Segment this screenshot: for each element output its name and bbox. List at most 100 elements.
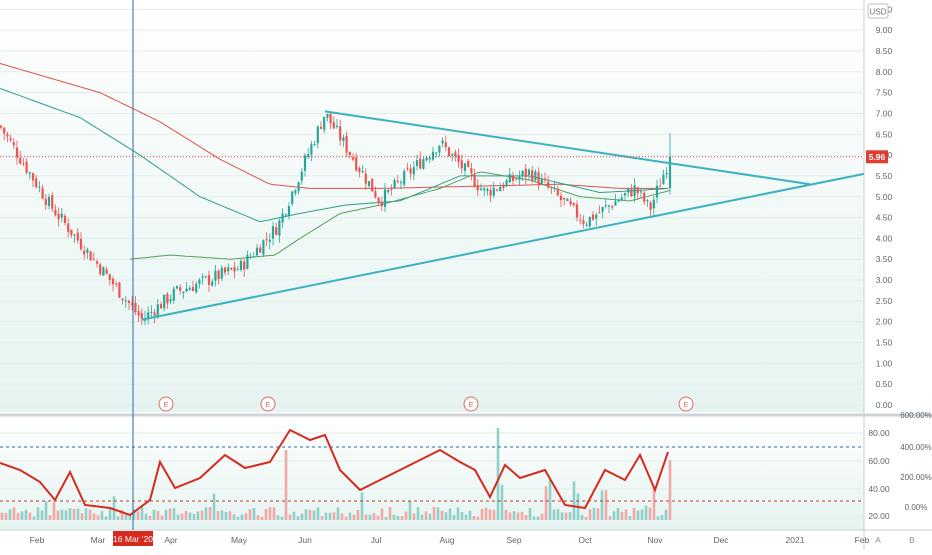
time-tick-label: Apr [164,535,177,545]
candle-body [345,135,348,153]
price-pane[interactable] [0,0,864,412]
earnings-marker[interactable] [463,396,479,412]
volume-bar [592,507,596,520]
volume-tick-label: 200.00% [900,473,932,482]
candle-body [387,189,390,192]
candle-body [185,288,188,292]
volume-bar [616,507,620,520]
candle-body [275,227,278,235]
trendline-upper[interactable] [324,110,811,186]
candle-body [223,267,227,273]
volume-bar [316,507,320,520]
candle-body [499,187,502,192]
volume-bar [472,516,476,520]
candle-body [627,188,630,193]
log-scale-button[interactable]: A [875,535,881,545]
volume-bar [292,511,296,520]
candle-body [614,201,617,206]
auto-scale-button[interactable]: B [909,535,915,545]
earnings-marker[interactable] [158,396,174,412]
volume-bar [196,511,200,520]
time-axis[interactable]: Feb Mar Apr May Jun Jul Aug Sep Oct Nov Dec 2021 Feb [30,535,870,545]
candle-body [620,197,623,200]
lower-axis[interactable]: 80.00 60.00 40.00 20.00 600.00% 400.00% 200.00… [868,411,931,521]
candle-body [265,239,268,241]
volume-bar [236,516,240,520]
price-badge [866,150,888,164]
candle-body [57,213,60,220]
candle-body [591,214,595,220]
candle-body [259,247,262,253]
candle-body [252,256,255,258]
candle-body [367,181,371,187]
volume-bar [356,509,360,520]
candle-body [239,260,243,270]
candle-body [505,180,508,187]
time-tick-label: May [231,535,248,545]
candle-body [134,302,137,313]
candle-body [108,274,111,280]
candle-body [163,294,166,309]
candle-body [518,176,521,180]
candle-body [278,220,281,236]
candle-body [111,278,115,285]
indicator-pane[interactable] [0,418,864,530]
time-tick-label: Feb [30,535,45,545]
volume-bar [64,510,68,520]
volume-bar [360,492,364,520]
price-tick-label: 3.50 [876,254,893,264]
candle-body [585,224,588,226]
candle-body [550,187,553,189]
volume-bar [296,516,300,520]
volume-tick-label: 600.00% [900,411,932,420]
currency-box[interactable] [867,3,889,19]
price-tick-label: 8.50 [876,46,893,56]
volume-bar [520,511,524,520]
candle-body [95,261,99,264]
moving-average-green [129,171,671,260]
candle-body [598,212,601,214]
candle-body [335,125,339,127]
candle-body [102,267,105,276]
volume-bar [352,514,356,520]
earnings-marker[interactable] [260,396,276,412]
trendline-lower[interactable] [141,172,865,321]
candle-body [649,202,652,210]
candle-body [204,276,207,278]
volume-bar [388,507,392,520]
earnings-marker-label: E [683,400,688,409]
trendlines[interactable] [141,110,865,321]
volume-bar [32,516,36,520]
candle-body [35,178,38,188]
candle-body [527,169,531,175]
candle-body [390,188,393,190]
candle-body [73,234,76,236]
volume-bar [284,450,288,520]
candle-body [294,190,297,194]
volume-bar [348,512,352,520]
volume-bar [40,510,44,520]
candle-body [118,282,121,298]
volume-bar [72,508,76,520]
price-axis[interactable]: 9.509.008.508.007.507.006.506.005.505.00… [876,4,893,410]
time-tick-label: Aug [439,535,454,545]
volume-bar [244,513,248,520]
earnings-marker[interactable] [678,396,694,412]
candle-body [579,219,582,221]
volume-bar [172,508,176,520]
candle-body [41,188,44,199]
volume-bar [128,515,132,520]
candle-body [287,206,291,216]
volume-bar [212,493,216,520]
candle-body [300,171,303,181]
candle-body [534,171,537,181]
candle-body [351,157,355,160]
candle-body [575,204,579,218]
price-tick-label: 5.00 [876,192,893,202]
volume-bar [4,512,8,520]
candle-body [316,126,319,144]
candle-body [63,215,67,223]
candle-body [25,161,28,173]
